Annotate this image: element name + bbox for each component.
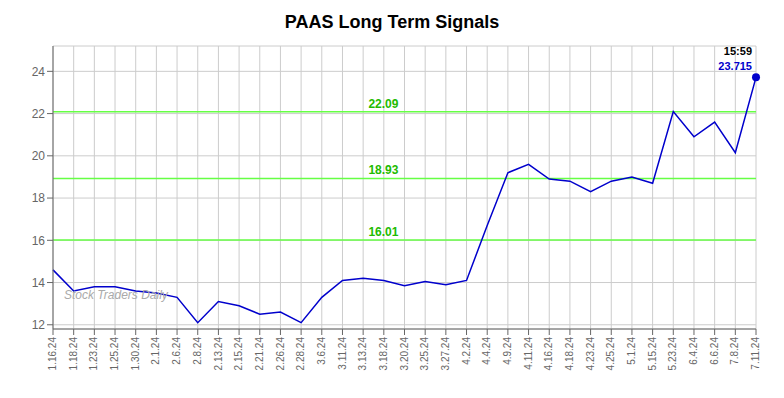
svg-text:3.20.24: 3.20.24 (399, 337, 410, 371)
svg-text:4.9.24: 4.9.24 (502, 337, 513, 365)
svg-text:2.6.24: 2.6.24 (171, 337, 182, 365)
svg-text:2.13.24: 2.13.24 (213, 337, 224, 371)
svg-text:15:59: 15:59 (724, 45, 752, 57)
svg-text:3.18.24: 3.18.24 (378, 337, 389, 371)
svg-text:1.30.24: 1.30.24 (130, 337, 141, 371)
svg-text:7.11.24: 7.11.24 (750, 337, 761, 370)
svg-text:4.4.24: 4.4.24 (481, 337, 492, 365)
svg-text:1.23.24: 1.23.24 (88, 337, 99, 371)
svg-text:20: 20 (32, 149, 46, 163)
svg-text:5.15.24: 5.15.24 (647, 337, 658, 371)
svg-text:2.8.24: 2.8.24 (192, 337, 203, 365)
svg-text:22: 22 (32, 107, 46, 121)
svg-text:3.27.24: 3.27.24 (440, 337, 451, 371)
svg-text:23.715: 23.715 (718, 60, 752, 72)
svg-text:18: 18 (32, 191, 46, 205)
svg-text:3.13.24: 3.13.24 (357, 337, 368, 371)
svg-text:6.4.24: 6.4.24 (688, 337, 699, 365)
svg-text:3.11.24: 3.11.24 (337, 337, 348, 370)
svg-text:1.16.24: 1.16.24 (47, 337, 58, 371)
svg-text:6.6.24: 6.6.24 (709, 337, 720, 365)
svg-text:4.23.24: 4.23.24 (585, 337, 596, 371)
svg-text:1.18.24: 1.18.24 (68, 337, 79, 371)
svg-text:3.25.24: 3.25.24 (419, 337, 430, 371)
svg-text:12: 12 (32, 318, 46, 332)
html-text:Stock Traders Daily: Stock Traders Daily (64, 288, 168, 302)
svg-text:4.18.24: 4.18.24 (564, 337, 575, 371)
svg-text:2.28.24: 2.28.24 (295, 337, 306, 371)
svg-text:4.16.24: 4.16.24 (543, 337, 554, 371)
svg-text:4.2.24: 4.2.24 (461, 337, 472, 365)
svg-text:3.6.24: 3.6.24 (316, 337, 327, 365)
svg-text:16: 16 (32, 234, 46, 248)
svg-text:14: 14 (32, 276, 46, 290)
svg-text:7.8.24: 7.8.24 (729, 337, 740, 365)
svg-text:16.01: 16.01 (368, 225, 398, 239)
svg-text:2.1.24: 2.1.24 (150, 337, 161, 365)
svg-text:5.1.24: 5.1.24 (626, 337, 637, 365)
svg-text:4.25.24: 4.25.24 (605, 337, 616, 371)
svg-text:24: 24 (32, 65, 46, 79)
svg-text:2.15.24: 2.15.24 (233, 337, 244, 371)
svg-text:2.21.24: 2.21.24 (254, 337, 265, 371)
svg-text:5.23.24: 5.23.24 (667, 337, 678, 371)
svg-text:18.93: 18.93 (368, 163, 398, 177)
svg-text:22.09: 22.09 (368, 97, 398, 111)
html-text:PAAS Long Term Signals: PAAS Long Term Signals (284, 12, 500, 32)
svg-text:2.26.24: 2.26.24 (275, 337, 286, 371)
svg-text:4.11.24: 4.11.24 (523, 337, 534, 370)
svg-text:1.25.24: 1.25.24 (109, 337, 120, 371)
